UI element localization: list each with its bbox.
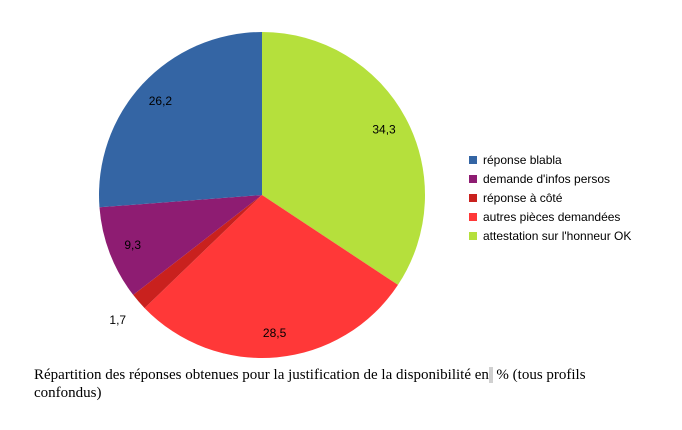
- pie-slice: [99, 195, 262, 295]
- pie-slice: [262, 32, 426, 285]
- legend-label: demande d'infos persos: [483, 171, 611, 186]
- legend-swatch: [469, 212, 477, 221]
- legend-label: réponse blabla: [483, 152, 562, 167]
- legend-item: réponse à côté: [469, 188, 631, 207]
- data-label: 34,3: [372, 122, 396, 136]
- legend-swatch: [469, 174, 477, 183]
- pie-slice: [98, 32, 262, 208]
- pie-slice: [133, 195, 262, 309]
- pie-slice: [144, 195, 398, 358]
- legend-swatch: [469, 193, 477, 202]
- data-label: 28,5: [263, 326, 287, 340]
- data-label: 9,3: [124, 238, 141, 252]
- legend-item: réponse blabla: [469, 150, 631, 169]
- caption-text-end: % (tous profils confondus): [34, 367, 586, 401]
- legend-item: attestation sur l'honneur OK: [469, 226, 631, 245]
- caption-text: Répartition des réponses obtenues pour l…: [34, 367, 489, 383]
- legend-label: autres pièces demandées: [483, 209, 621, 224]
- legend: réponse blabla demande d'infos persos ré…: [469, 150, 631, 245]
- legend-label: réponse à côté: [483, 190, 563, 205]
- data-label: 1,7: [109, 313, 126, 327]
- text-cursor-highlight: [488, 367, 493, 383]
- legend-item: demande d'infos persos: [469, 169, 631, 188]
- chart-caption: Répartition des réponses obtenues pour l…: [34, 366, 654, 402]
- data-label: 26,2: [149, 94, 173, 108]
- legend-label: attestation sur l'honneur OK: [483, 228, 632, 243]
- legend-item: autres pièces demandées: [469, 207, 631, 226]
- legend-swatch: [469, 231, 477, 240]
- legend-swatch: [469, 155, 477, 164]
